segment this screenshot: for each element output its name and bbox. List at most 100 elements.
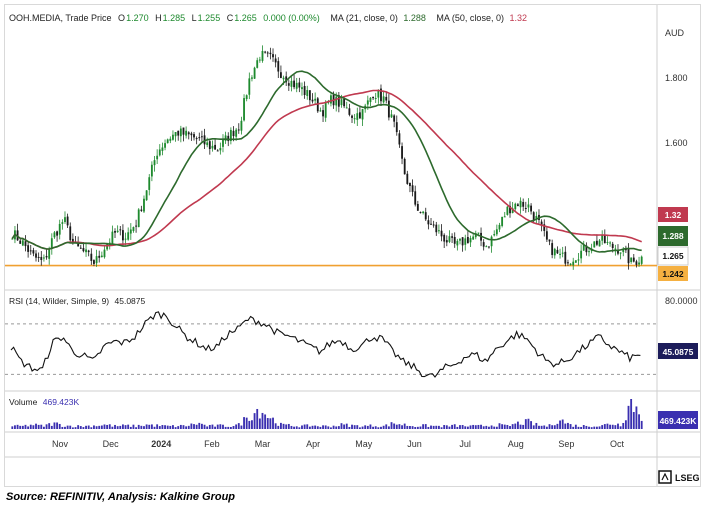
candle-body [248, 78, 251, 95]
candle-body [179, 128, 182, 137]
volume-bar [382, 425, 385, 429]
volume-bar [156, 424, 159, 429]
candle-body [169, 138, 172, 141]
candle-body [414, 191, 417, 205]
candle-body [322, 110, 324, 117]
candle-body [116, 230, 119, 233]
candle-body [290, 80, 293, 87]
candle-body [261, 50, 264, 61]
volume-bar [190, 423, 193, 429]
volume-bar [348, 426, 351, 429]
candle-body [527, 204, 530, 208]
candle-body [498, 224, 501, 230]
candle-body [24, 241, 27, 247]
rsi-header: RSI (14, Wilder, Simple, 9) 45.0875 [9, 296, 146, 306]
volume-bar [519, 424, 522, 429]
lseg-logo-mark [661, 472, 669, 481]
volume-bar [622, 422, 625, 429]
volume-bar [409, 426, 411, 429]
candle-body [574, 260, 577, 263]
volume-bar [437, 425, 440, 429]
volume-bar [174, 427, 177, 429]
volume-bar [632, 412, 635, 429]
candle-body [432, 224, 435, 226]
volume-bar [29, 424, 32, 429]
candle-body [474, 233, 477, 238]
y-tick-1600: 1.600 [665, 138, 688, 148]
volume-bar [19, 425, 22, 429]
volume-value: 469.423K [43, 397, 80, 407]
volume-bar [459, 425, 461, 429]
volume-label: Volume [9, 397, 38, 407]
volume-bar [380, 426, 382, 429]
volume-bar [98, 425, 101, 429]
ohlc-l-value: 1.255 [198, 13, 221, 23]
volume-bar [340, 423, 343, 429]
candle-body [530, 205, 533, 212]
candle-body [303, 86, 306, 96]
candle-body [522, 201, 525, 207]
volume-bar [232, 426, 235, 429]
volume-bar [71, 427, 74, 429]
chart-header: OOH.MEDIA, Trade Price O1.270 H1.285 L1.… [9, 13, 527, 23]
ohlc-c-key: C [227, 13, 234, 23]
volume-bar [82, 427, 85, 429]
volume-bar [422, 424, 425, 429]
candle-body [451, 236, 454, 238]
candle-body [601, 234, 604, 241]
candle-body [58, 223, 61, 235]
price-chart: OOH.MEDIA, Trade Price O1.270 H1.285 L1.… [5, 5, 700, 486]
candle-body [337, 95, 340, 107]
volume-bar [195, 424, 198, 429]
volume-bar [216, 424, 219, 429]
volume-bar [285, 424, 288, 429]
volume-bar [448, 426, 451, 429]
volume-bar [406, 425, 409, 429]
candle-body [272, 54, 274, 58]
volume-bar [595, 426, 598, 429]
candle-body [198, 137, 201, 139]
lseg-logo-icon [658, 470, 672, 484]
volume-bar [95, 426, 98, 429]
candle-body [495, 229, 498, 235]
volume-bar [243, 417, 245, 429]
volume-bar [277, 425, 280, 429]
volume-bar [253, 413, 256, 429]
candle-body [445, 240, 448, 243]
volume-bar [279, 422, 282, 429]
volume-bar [540, 425, 543, 429]
candle-body [258, 59, 261, 61]
volume-bar [445, 425, 448, 429]
candle-body [145, 190, 148, 201]
volume-bar [143, 426, 145, 429]
volume-bar [187, 425, 190, 429]
volume-bar [387, 426, 390, 429]
candle-body [603, 235, 606, 244]
candle-body [264, 51, 267, 53]
volume-bar [219, 424, 222, 429]
candle-body [577, 259, 580, 261]
badge-ma50 [658, 207, 688, 222]
volume-bar [624, 420, 627, 429]
candle-body [129, 229, 132, 234]
candle-body [419, 212, 422, 214]
volume-bar [509, 426, 511, 429]
volume-bar [135, 427, 138, 429]
volume-bar [114, 424, 116, 429]
candle-body [330, 95, 332, 104]
candle-body [253, 67, 256, 79]
candle-body [598, 240, 601, 247]
volume-bar [351, 424, 353, 429]
candle-body [37, 256, 40, 258]
y-tick-1800: 1.800 [665, 73, 688, 83]
symbol-label: OOH.MEDIA, Trade Price [9, 13, 112, 23]
candle-body [211, 145, 214, 149]
ohlc-o-key: O [118, 13, 125, 23]
volume-bar [435, 425, 438, 429]
volume-bar [132, 424, 135, 429]
volume-bar [369, 424, 372, 429]
volume-bar [293, 426, 296, 429]
ohlc-c-value: 1.265 [234, 13, 257, 23]
candle-body [285, 76, 288, 83]
volume-bar [164, 425, 166, 429]
